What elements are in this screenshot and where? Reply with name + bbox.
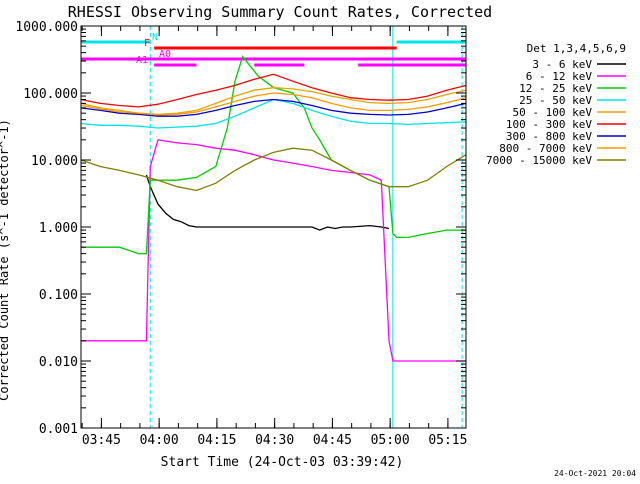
legend-label-3: 25 - 50 keV bbox=[519, 94, 592, 107]
flag-label-F: F bbox=[144, 38, 150, 49]
flag-label-N: N bbox=[152, 32, 158, 43]
legend-title: Det 1,3,4,5,6,9 bbox=[527, 42, 626, 55]
legend-label-1: 6 - 12 keV bbox=[526, 70, 593, 83]
y-tick-label-5: 0.010 bbox=[39, 355, 78, 370]
legend-label-6: 300 - 800 keV bbox=[506, 130, 592, 143]
footer-date: 24-Oct-2021 20:04 bbox=[554, 469, 636, 478]
flag-label-A0: A0 bbox=[159, 49, 171, 60]
y-tick-label-1: 100.000 bbox=[23, 87, 78, 102]
x-tick-label-4: 04:45 bbox=[313, 433, 352, 448]
y-tick-label-2: 10.000 bbox=[31, 154, 78, 169]
x-tick-label-6: 05:15 bbox=[428, 433, 467, 448]
chart-title: RHESSI Observing Summary Count Rates, Co… bbox=[68, 3, 492, 21]
y-tick-label-4: 0.100 bbox=[39, 288, 78, 303]
y-axis-label: Corrected Count Rate (s^-1 detector^-1) bbox=[0, 119, 11, 401]
series-line-5 bbox=[80, 73, 467, 108]
x-tick-label-3: 04:30 bbox=[255, 433, 294, 448]
x-tick-label-1: 04:00 bbox=[140, 433, 179, 448]
legend-label-5: 100 - 300 keV bbox=[506, 118, 592, 131]
x-axis-label: Start Time (24-Oct-03 03:39:42) bbox=[161, 455, 404, 470]
series-line-1 bbox=[81, 139, 466, 362]
y-tick-label-3: 1.000 bbox=[39, 221, 78, 236]
legend-label-2: 12 - 25 keV bbox=[519, 82, 592, 95]
legend-label-7: 800 - 7000 keV bbox=[499, 142, 592, 155]
flag-label-A1: A1 bbox=[136, 55, 148, 66]
y-tick-label-6: 0.001 bbox=[39, 422, 78, 437]
x-tick-label-0: 03:45 bbox=[82, 433, 121, 448]
x-tick-label-5: 05:00 bbox=[371, 433, 410, 448]
series-line-0 bbox=[145, 174, 390, 231]
x-tick-label-2: 04:15 bbox=[197, 433, 236, 448]
series-line-7 bbox=[80, 92, 467, 116]
series-line-8 bbox=[80, 147, 467, 192]
plot-layer: NF A0 A1 bbox=[80, 26, 467, 428]
y-tick-label-0: 1000.000 bbox=[15, 20, 78, 35]
series-line-4 bbox=[80, 87, 467, 116]
axis-layer: 1000.000 100.000 10.000 1.000 0.100 0.010 0.00… bbox=[15, 20, 467, 448]
legend-label-8: 7000 - 15000 keV bbox=[486, 154, 592, 167]
legend-label-4: 50 - 100 keV bbox=[513, 106, 593, 119]
series-line-6 bbox=[80, 98, 467, 117]
series-line-2 bbox=[81, 55, 466, 255]
legend-label-0: 3 - 6 keV bbox=[532, 58, 592, 71]
